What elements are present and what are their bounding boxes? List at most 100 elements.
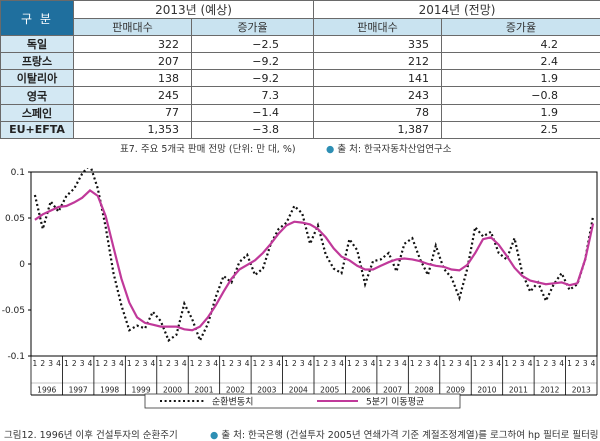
year-header-2014: 2014년 (전망) [313, 0, 600, 19]
quarter-label: 4 [371, 359, 376, 368]
row-label: 영국 [0, 86, 74, 105]
plot-frame [30, 171, 598, 357]
quarter-label: 1 [316, 359, 321, 368]
table-row: 영국 245 7.3 243 −0.8 [0, 86, 600, 105]
year-label: 1998 [100, 386, 119, 395]
table-cell: 78 [313, 103, 442, 122]
quarter-label: 3 [457, 359, 462, 368]
quarter-label: 2 [40, 359, 45, 368]
quarter-label: 3 [143, 359, 148, 368]
figure-source-text: 출 처: 한국은행 (건설투자 2005년 연쇄가격 기준 계절조정계열)를 로… [221, 430, 599, 441]
quarter-label: 4 [496, 359, 501, 368]
quarter-label: 3 [48, 359, 53, 368]
quarter-label: 3 [80, 359, 85, 368]
column-header: 증가율 [441, 18, 600, 36]
quarter-label: 2 [198, 359, 203, 368]
quarter-label: 2 [135, 359, 140, 368]
table-cell: 77 [73, 103, 192, 122]
table-cell: 7.3 [191, 86, 314, 105]
table-row: 스페인 77 −1.4 78 1.9 [0, 103, 600, 122]
y-tick-label: -0.1 [7, 352, 25, 362]
year-label: 2005 [320, 386, 339, 395]
quarter-label: 1 [441, 359, 446, 368]
year-label: 1999 [132, 386, 151, 395]
quarter-label: 3 [488, 359, 493, 368]
quarter-label: 2 [103, 359, 108, 368]
legend-box [144, 393, 461, 409]
legend-label-moving-average: 5분기 이동평균 [366, 397, 424, 408]
quarter-label: 1 [284, 359, 289, 368]
quarter-label: 2 [512, 359, 517, 368]
quarter-label: 3 [394, 359, 399, 368]
quarter-label: 2 [355, 359, 360, 368]
chart-axes: 0.1 0.05 0 -0.05 -0.1 [2, 168, 598, 362]
y-tick-label: -0.05 [2, 306, 25, 316]
quarter-label: 2 [575, 359, 580, 368]
table-cell: −2.5 [191, 34, 314, 54]
figure-caption: 그림12. 1996년 이후 건설투자의 순환주기 [4, 430, 178, 441]
row-label: 이탈리아 [0, 69, 74, 88]
table-cell: 322 [73, 34, 192, 54]
table-cell: 245 [73, 86, 192, 105]
table-cell: 4.2 [441, 34, 600, 54]
table-source: ● 출 처: 한국자동차산업연구소 [326, 141, 451, 155]
quarter-label: 4 [182, 359, 187, 368]
quarter-label: 3 [551, 359, 556, 368]
chart-legend: 순환변동치 5분기 이동평균 [144, 393, 461, 409]
table-cell: −3.8 [191, 120, 314, 140]
quarter-label: 2 [418, 359, 423, 368]
quarter-label: 1 [33, 359, 38, 368]
bullet-icon: ● [326, 144, 335, 155]
quarter-label: 2 [449, 359, 454, 368]
quarter-label: 1 [190, 359, 195, 368]
column-header: 판매대수 [73, 18, 192, 36]
series-line-moving-average [34, 188, 595, 332]
table-cell: −9.2 [191, 52, 314, 71]
quarter-label: 3 [111, 359, 116, 368]
table-cell: 207 [73, 52, 192, 71]
year-label: 2006 [352, 386, 371, 395]
table-row: 독일 322 −2.5 335 4.2 [0, 34, 600, 54]
quarter-label: 2 [229, 359, 234, 368]
column-header: 판매대수 [313, 18, 442, 36]
quarter-label: 3 [331, 359, 336, 368]
table-cell: 1,387 [313, 120, 442, 140]
table-cell: 138 [73, 69, 192, 88]
quarter-label: 2 [323, 359, 328, 368]
series-line-cycle [33, 168, 595, 344]
year-label: 2004 [289, 386, 308, 395]
quarter-label: 2 [261, 359, 266, 368]
quarter-label: 4 [339, 359, 344, 368]
year-label: 2013 [572, 386, 591, 395]
table-caption: 표7. 주요 5개국 판매 전망 (단위: 만 대, %) [120, 144, 296, 155]
quarter-label: 4 [591, 359, 596, 368]
column-header: 증가율 [191, 18, 314, 36]
table-corner-header: 구 분 [0, 0, 74, 36]
table-row: 이탈리아 138 −9.2 141 1.9 [0, 69, 600, 88]
quarter-label: 1 [347, 359, 352, 368]
quarter-label: 1 [64, 359, 69, 368]
quarter-label: 3 [174, 359, 179, 368]
year-label: 2000 [163, 386, 182, 395]
quarter-label: 3 [237, 359, 242, 368]
y-tick-label: 0 [19, 260, 25, 270]
row-label: 스페인 [0, 103, 74, 122]
quarter-label: 1 [473, 359, 478, 368]
quarter-label: 1 [221, 359, 226, 368]
table-row: EU+EFTA 1,353 −3.8 1,387 2.5 [0, 120, 600, 140]
year-label: 2001 [194, 386, 213, 395]
quarter-label: 2 [386, 359, 391, 368]
year-header-2013: 2013년 (예상) [73, 0, 314, 19]
quarter-label: 3 [520, 359, 525, 368]
quarter-label: 4 [88, 359, 93, 368]
y-tick-label: 0.05 [5, 214, 25, 224]
table-cell: 1.9 [441, 69, 600, 88]
quarter-label: 4 [213, 359, 218, 368]
quarter-label: 4 [559, 359, 564, 368]
table-cell: −9.2 [191, 69, 314, 88]
year-label: 2007 [383, 386, 402, 395]
year-label: 1997 [69, 386, 88, 395]
bullet-icon: ● [210, 430, 219, 441]
